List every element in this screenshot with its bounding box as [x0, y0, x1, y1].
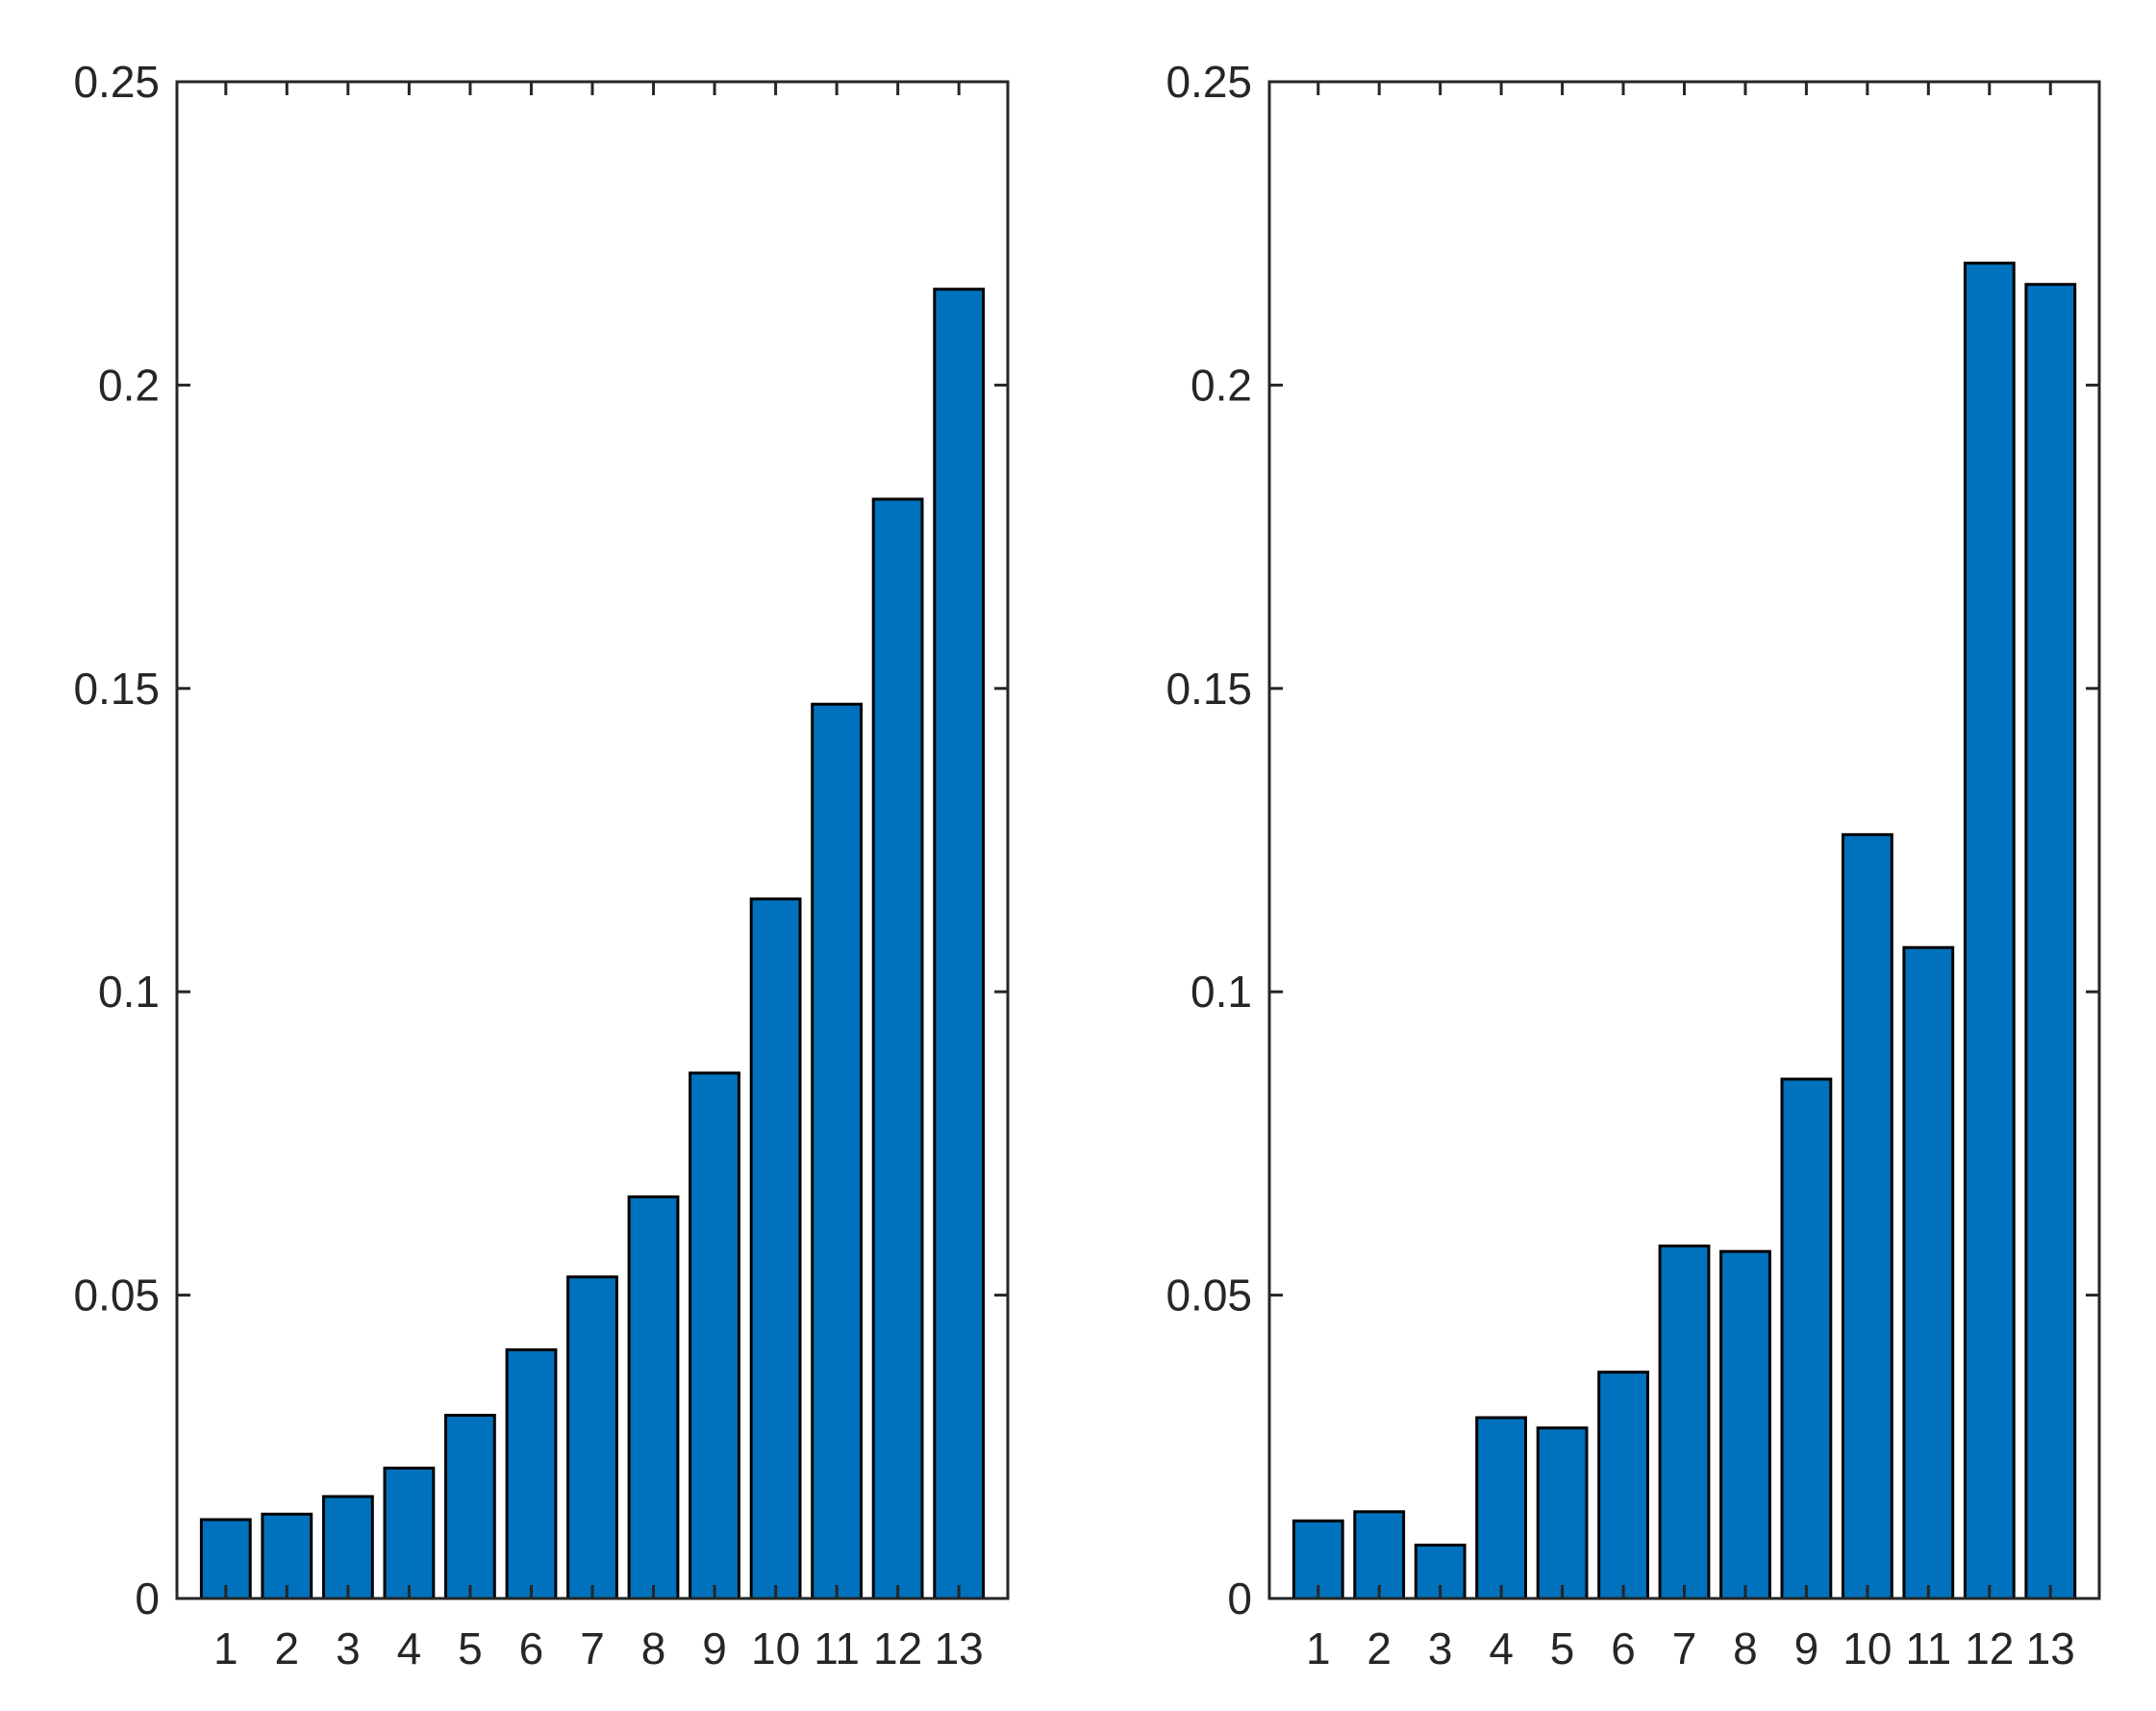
- x-tick-label: 1: [1306, 1623, 1331, 1673]
- bar-13: [2024, 283, 2077, 1600]
- chart-panel-1: 00.050.10.150.20.251 2 3 4 5 6 7 8 9 10 11 12 13: [73, 57, 1010, 1673]
- x-tick-label: 1: [213, 1623, 238, 1673]
- bar-6: [505, 1347, 558, 1600]
- x-tick-label: 6: [1611, 1623, 1636, 1673]
- x-tick-label: 5: [458, 1623, 483, 1673]
- bar-7: [1658, 1245, 1711, 1600]
- bar-5: [444, 1414, 496, 1600]
- y-tick-label: 0.1: [98, 967, 160, 1017]
- bar-8: [627, 1195, 680, 1600]
- bar-12: [1963, 262, 2016, 1600]
- y-tick-label: 0.25: [1166, 57, 1252, 107]
- x-tick-label: 3: [336, 1623, 361, 1673]
- x-tick-label: 12: [1965, 1623, 2014, 1673]
- bar-8: [1719, 1249, 1771, 1600]
- y-tick-label: 0.15: [1166, 664, 1252, 714]
- x-tick-label: 11: [1905, 1623, 1951, 1673]
- bar-7: [566, 1275, 618, 1600]
- x-tick-label: 12: [873, 1623, 922, 1673]
- bar-5: [1536, 1426, 1589, 1600]
- x-tick-label: 7: [1672, 1623, 1697, 1673]
- bar-10: [1842, 833, 1893, 1600]
- bar-4: [1475, 1416, 1527, 1600]
- y-tick-label: 0.1: [1191, 967, 1252, 1017]
- x-tick-label: 10: [751, 1623, 800, 1673]
- x-tick-label: 13: [2026, 1623, 2075, 1673]
- bar-3: [322, 1495, 374, 1600]
- x-tick-label: 8: [1733, 1623, 1758, 1673]
- x-tick-label: 4: [1489, 1623, 1514, 1673]
- x-tick-label: 4: [397, 1623, 422, 1673]
- bar-4: [383, 1466, 436, 1600]
- x-tick-label: 5: [1550, 1623, 1575, 1673]
- chart-panel-2: 00.050.10.150.20.251 2 3 4 5 6 7 8 9 10 11 12 13: [1166, 57, 2101, 1673]
- x-tick-label: 10: [1843, 1623, 1892, 1673]
- bar-9: [1780, 1077, 1833, 1600]
- bar-3: [1414, 1544, 1467, 1600]
- bar-2: [1353, 1510, 1406, 1600]
- bar-12: [871, 497, 924, 1600]
- y-tick-label: 0.2: [98, 360, 160, 410]
- bar-11: [1902, 945, 1955, 1600]
- x-tick-label: 3: [1428, 1623, 1453, 1673]
- x-tick-label: 6: [519, 1623, 544, 1673]
- x-tick-label: 9: [702, 1623, 727, 1673]
- x-tick-label: 2: [275, 1623, 300, 1673]
- x-tick-label: 13: [935, 1623, 984, 1673]
- x-tick-label: 2: [1366, 1623, 1391, 1673]
- y-tick-label: 0: [1227, 1573, 1252, 1623]
- x-tick-label: 8: [641, 1623, 666, 1673]
- x-tick-label: 9: [1794, 1623, 1819, 1673]
- bar-6: [1597, 1371, 1649, 1600]
- x-tick-label: 7: [580, 1623, 605, 1673]
- y-tick-label: 0.15: [73, 664, 160, 714]
- bar-9: [689, 1071, 740, 1600]
- y-tick-label: 0.2: [1191, 360, 1252, 410]
- bar-10: [749, 897, 802, 1600]
- x-tick-label: 11: [814, 1623, 860, 1673]
- bar-11: [811, 702, 864, 1600]
- y-tick-label: 0.05: [1166, 1271, 1252, 1321]
- y-tick-label: 0.05: [73, 1271, 160, 1321]
- y-tick-label: 0: [135, 1573, 160, 1623]
- y-tick-label: 0.25: [73, 57, 160, 107]
- bar-13: [933, 288, 986, 1600]
